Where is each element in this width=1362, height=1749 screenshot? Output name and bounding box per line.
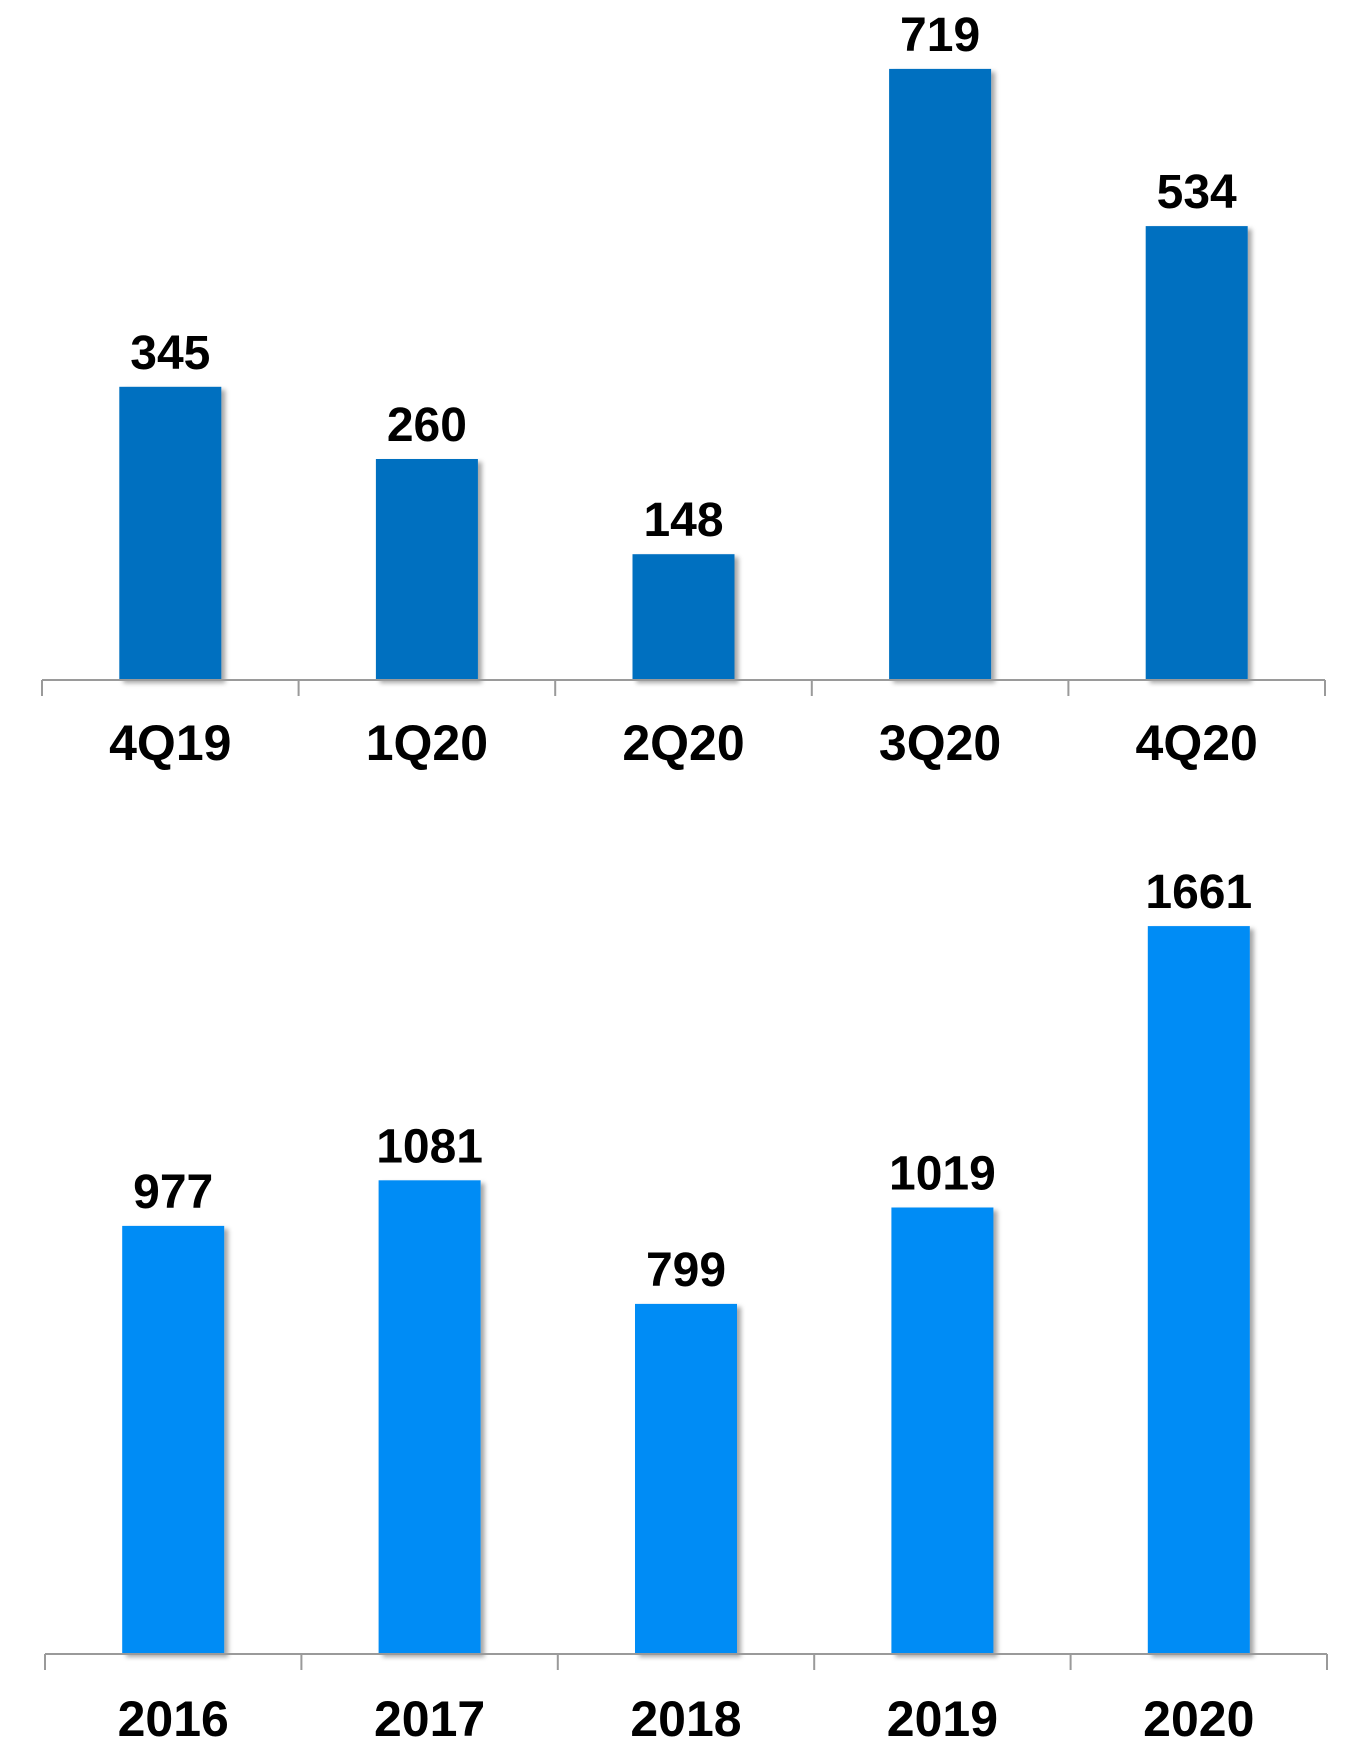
annual-value-label-2019: 1019 bbox=[889, 1148, 996, 1201]
quarterly-bar-4q20 bbox=[1145, 226, 1248, 680]
annual-category-label-2018: 2018 bbox=[630, 1691, 741, 1747]
quarterly-category-label-4q20: 4Q20 bbox=[1136, 715, 1258, 771]
quarterly-value-label-3q20: 719 bbox=[900, 9, 980, 62]
annual-bar-2018 bbox=[635, 1303, 737, 1654]
annual-bar-2017 bbox=[378, 1180, 481, 1654]
quarterly-bar-2q20 bbox=[632, 554, 735, 680]
annual-category-label-2016: 2016 bbox=[118, 1691, 229, 1747]
quarterly-bar-1q20 bbox=[375, 459, 478, 680]
annual-category-label-2019: 2019 bbox=[887, 1691, 998, 1747]
quarterly-bar-chart: 345 260 148 719 534 4Q19 1Q20 2Q20 3Q20 4Q20 bbox=[41, 9, 1326, 771]
annual-bar-2019 bbox=[891, 1207, 994, 1654]
annual-value-label-2016: 977 bbox=[133, 1166, 213, 1219]
annual-bar-2020 bbox=[1147, 926, 1250, 1654]
annual-value-label-2018: 799 bbox=[646, 1244, 726, 1297]
annual-category-label-2020: 2020 bbox=[1143, 1691, 1254, 1747]
annual-category-label-2017: 2017 bbox=[374, 1691, 485, 1747]
quarterly-category-label-2q20: 2Q20 bbox=[622, 715, 744, 771]
quarterly-bar-4q19 bbox=[119, 386, 222, 681]
quarterly-category-label-4q19: 4Q19 bbox=[109, 715, 231, 771]
annual-value-label-2020: 1661 bbox=[1145, 874, 1252, 919]
quarterly-bar-3q20 bbox=[889, 68, 992, 680]
annual-bar-2016 bbox=[122, 1225, 225, 1654]
quarterly-value-label-2q20: 148 bbox=[643, 494, 723, 547]
annual-value-label-2017: 1081 bbox=[376, 1120, 483, 1173]
annual-bar-chart: 977 1081 799 1019 1661 2016 2017 2018 2019 2020 bbox=[44, 874, 1328, 1747]
quarterly-value-label-4q19: 345 bbox=[130, 327, 210, 380]
quarterly-category-label-3q20: 3Q20 bbox=[879, 715, 1001, 771]
quarterly-value-label-4q20: 534 bbox=[1157, 166, 1237, 219]
quarterly-value-label-1q20: 260 bbox=[387, 399, 467, 452]
quarterly-category-label-1q20: 1Q20 bbox=[366, 715, 488, 771]
